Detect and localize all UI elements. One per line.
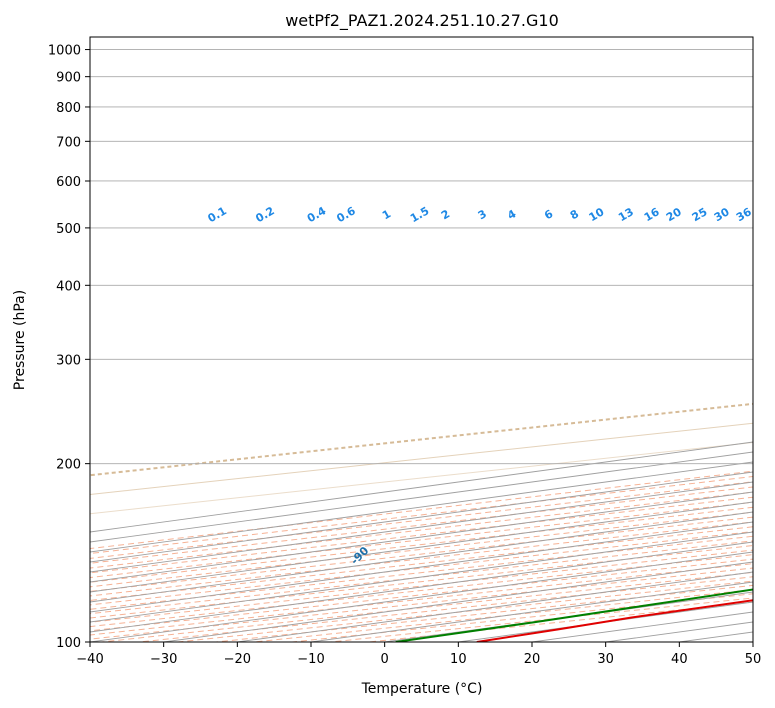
isotherm-line (90, 531, 753, 623)
isotherm-line (90, 501, 753, 593)
x-tick-label: 20 (524, 652, 541, 667)
x-axis: −40 −30 −20 −10 0 10 20 30 40 50 (76, 642, 761, 667)
x-tick-label: −30 (150, 652, 177, 667)
y-tick-label: 900 (56, 71, 81, 86)
x-tick-label: 50 (745, 652, 762, 667)
y-axis-label: Pressure (hPa) (12, 290, 28, 390)
y-tick-label: 600 (56, 175, 81, 190)
y-tick-label: 100 (56, 636, 81, 651)
plot-frame (89, 36, 754, 643)
isotherm-line (90, 511, 753, 603)
isotherm-line (90, 471, 753, 563)
y-tick-label: 300 (56, 353, 81, 368)
x-tick-label: −40 (76, 652, 103, 667)
isotherm-line (90, 461, 753, 553)
x-tick-label: −20 (224, 652, 251, 667)
plot-background (90, 37, 753, 642)
isotherm-label: -80 (767, 497, 775, 520)
x-axis-label: Temperature (°C) (361, 681, 483, 697)
chart-title: wetPf2_PAZ1.2024.251.10.27.G10 (285, 11, 559, 31)
x-tick-label: 0 (381, 652, 389, 667)
y-tick-label: 700 (56, 135, 81, 150)
y-tick-label: 800 (56, 101, 81, 116)
isotherm-line (90, 491, 753, 583)
x-tick-label: 30 (597, 652, 614, 667)
x-tick-label: 40 (671, 652, 688, 667)
y-axis: 100 200 300 400 500 600 700 800 900 1000 (48, 44, 90, 651)
isotherm-line (90, 481, 753, 573)
isotherm-line (90, 521, 753, 613)
background-lines (90, 49, 753, 642)
x-tick-label: −10 (297, 652, 324, 667)
y-tick-label: 400 (56, 279, 81, 294)
isotherm-line (90, 451, 753, 543)
y-tick-label: 500 (56, 222, 81, 237)
mixing-ratio-label: 36 (734, 205, 754, 224)
y-tick-label: 200 (56, 458, 81, 473)
x-tick-label: 10 (450, 652, 467, 667)
y-tick-label: 1000 (48, 44, 81, 59)
isotherm-line (752, 641, 753, 642)
